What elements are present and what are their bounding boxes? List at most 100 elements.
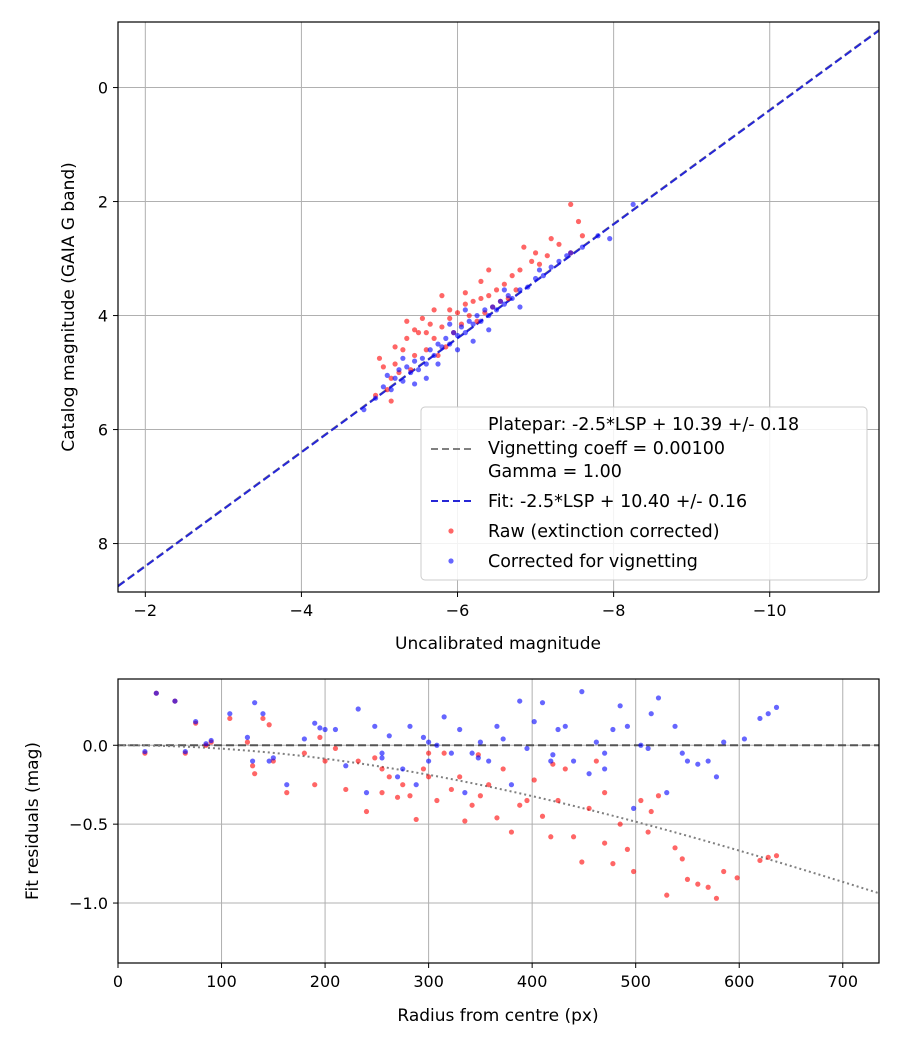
bottom-corrected-point	[420, 734, 427, 740]
bottom-corrected-point	[379, 755, 385, 761]
bottom-raw-point	[531, 777, 537, 783]
top-corrected-point	[501, 287, 507, 293]
top-raw-point	[486, 267, 492, 273]
bottom-raw-point	[524, 797, 530, 804]
top-x-tick-label: −6	[446, 601, 470, 620]
top-raw-point	[478, 295, 484, 302]
bottom-x-tick-label: 600	[724, 972, 755, 991]
top-corrected-point	[408, 369, 414, 376]
top-y-tick-label: 8	[98, 535, 108, 554]
bottom-corrected-point	[363, 790, 370, 796]
top-corrected-point	[447, 321, 453, 327]
bottom-corrected-point	[631, 805, 637, 811]
top-raw-point	[556, 241, 562, 247]
top-corrected-point	[454, 332, 461, 339]
top-corrected-point	[568, 250, 574, 256]
bottom-corrected-point	[648, 711, 654, 717]
top-corrected-point	[486, 327, 492, 333]
bottom-raw-point	[227, 715, 233, 722]
bottom-y-tick-label: −0.5	[69, 815, 108, 834]
bottom-x-tick-label: 100	[206, 972, 237, 991]
bottom-corrected-point	[586, 771, 592, 777]
top-raw-point	[400, 347, 406, 353]
bottom-raw-point	[260, 715, 266, 722]
bottom-corrected-point	[555, 726, 561, 733]
bottom-corrected-point	[394, 774, 401, 780]
bottom-raw-point	[648, 808, 654, 815]
bottom-corrected-point	[757, 715, 763, 722]
top-corrected-point	[380, 384, 386, 390]
top-raw-point	[517, 267, 523, 273]
top-corrected-point	[505, 293, 511, 299]
bottom-raw-point	[684, 876, 691, 882]
top-raw-point	[392, 344, 398, 350]
bottom-corrected-point	[672, 723, 678, 729]
top-corrected-point	[384, 372, 390, 378]
bottom-raw-point	[379, 766, 385, 772]
bottom-x-axis-label: Radius from centre (px)	[397, 1006, 598, 1026]
bottom-corrected-point	[386, 733, 392, 739]
top-raw-point	[509, 273, 515, 279]
bottom-raw-point	[713, 895, 720, 901]
bottom-corrected-point	[610, 726, 616, 733]
bottom-corrected-point	[270, 755, 276, 761]
legend-vignetting-text: Vignetting coeff = 0.00100	[488, 439, 725, 459]
bottom-corrected-point	[343, 763, 349, 769]
bottom-raw-point	[757, 857, 763, 864]
bottom-raw-point	[664, 892, 670, 898]
bottom-raw-point	[494, 815, 500, 821]
legend-corrected-marker	[448, 558, 454, 564]
top-corrected-point	[419, 355, 425, 361]
top-raw-point	[423, 347, 429, 353]
top-raw-point	[501, 281, 507, 287]
top-raw-point	[427, 321, 433, 327]
legend: Platepar: -2.5*LSP + 10.39 +/- 0.18 Vign…	[420, 406, 868, 581]
bottom-x-tick-label: 200	[310, 972, 341, 991]
bottom-corrected-point	[705, 758, 711, 764]
bottom-corrected-point	[570, 758, 577, 764]
bottom-raw-point	[413, 816, 419, 823]
bottom-raw-point	[312, 782, 318, 788]
bottom-corrected-point	[684, 758, 691, 764]
bottom-raw-point	[448, 786, 454, 793]
bottom-corrected-point	[602, 766, 608, 772]
bottom-raw-point	[469, 802, 475, 808]
bottom-corrected-point	[494, 723, 500, 729]
top-corrected-point	[497, 298, 504, 304]
bottom-y-axis-label: Fit residuals (mag)	[23, 742, 43, 900]
bottom-raw-point	[332, 745, 339, 752]
bottom-raw-point	[386, 774, 392, 780]
top-corrected-point	[501, 301, 507, 307]
top-corrected-point	[411, 381, 418, 387]
bottom-raw-point	[407, 793, 413, 799]
bottom-corrected-point	[407, 723, 413, 729]
top-corrected-point	[400, 355, 406, 361]
top-raw-point	[431, 307, 437, 313]
bottom-raw-point	[441, 750, 447, 756]
top-corrected-point	[630, 201, 636, 207]
bottom-corrected-point	[517, 698, 523, 704]
bottom-raw-point	[705, 884, 711, 890]
bottom-corrected-point	[721, 739, 727, 745]
legend-platepar-text: Platepar: -2.5*LSP + 10.39 +/- 0.18	[488, 415, 799, 435]
bottom-raw-point	[457, 774, 463, 780]
bottom-corrected-point	[322, 726, 328, 733]
top-corrected-point	[548, 264, 554, 270]
bottom-raw-point	[593, 758, 599, 764]
bottom-corrected-point	[550, 752, 556, 758]
top-raw-point	[513, 287, 519, 293]
top-raw-point	[380, 364, 386, 370]
bottom-raw-point	[379, 790, 385, 796]
bottom-raw-point	[244, 739, 251, 745]
bottom-corrected-point	[284, 782, 290, 788]
top-corrected-point	[595, 233, 601, 239]
bottom-raw-point	[631, 868, 637, 875]
bottom-y-ticks: 0.0 −0.5 −1.0	[69, 736, 118, 913]
top-raw-point	[388, 398, 394, 404]
top-corrected-point	[482, 307, 488, 313]
bottom-raw-point	[322, 758, 328, 764]
bottom-raw-point	[508, 829, 515, 835]
bottom-raw-point	[579, 859, 585, 865]
top-raw-point	[454, 310, 461, 316]
bottom-corrected-point	[426, 758, 432, 764]
